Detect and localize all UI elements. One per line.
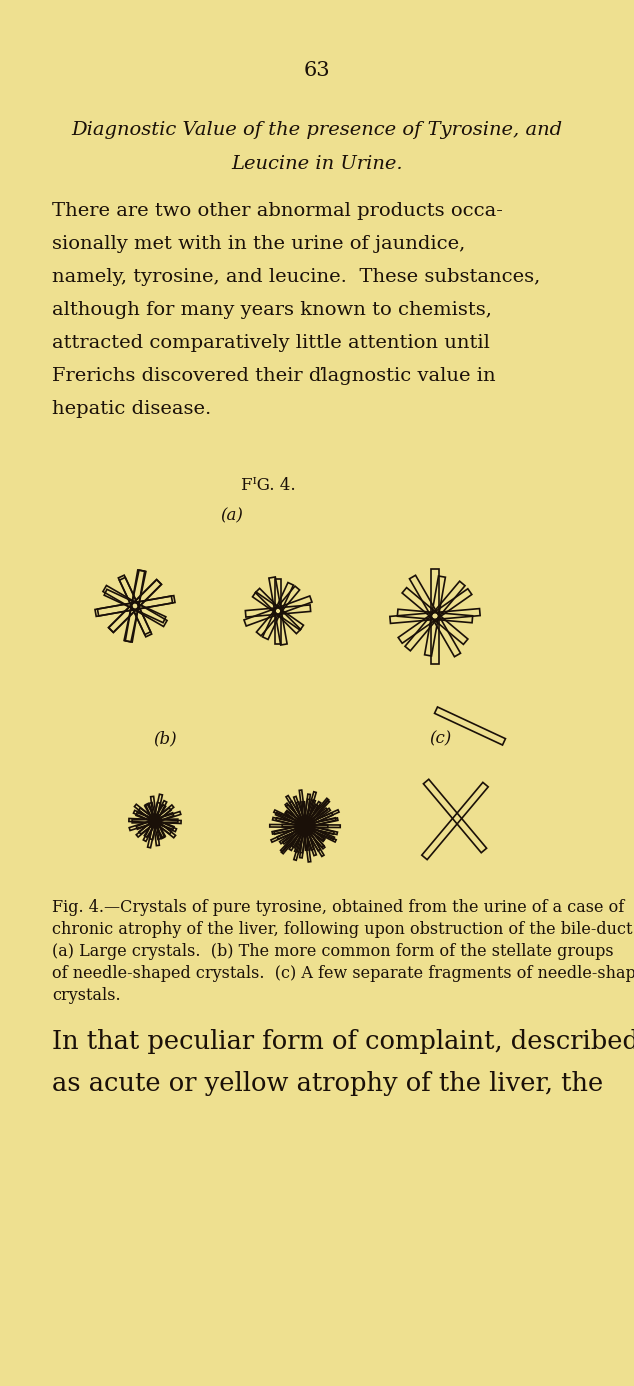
Text: chronic atrophy of the liver, following upon obstruction of the bile-duct.: chronic atrophy of the liver, following … (52, 922, 634, 938)
Text: Fig. 4.—Crystals of pure tyrosine, obtained from the urine of a case of: Fig. 4.—Crystals of pure tyrosine, obtai… (52, 900, 624, 916)
Text: (a) Large crystals.  (b) The more common form of the stellate groups: (a) Large crystals. (b) The more common … (52, 944, 614, 960)
Text: sionally met with in the urine of jaundice,: sionally met with in the urine of jaundi… (52, 236, 465, 254)
Text: Frerichs discovered their ďlagnostic value in: Frerichs discovered their ďlagnostic val… (52, 367, 496, 385)
Text: (c): (c) (429, 730, 451, 747)
Text: as acute or yellow atrophy of the liver, the: as acute or yellow atrophy of the liver,… (52, 1070, 603, 1095)
Text: 63: 63 (304, 61, 330, 79)
Text: namely, tyrosine, and leucine.  These substances,: namely, tyrosine, and leucine. These sub… (52, 267, 540, 286)
Text: (b): (b) (153, 730, 177, 747)
Text: crystals.: crystals. (52, 987, 120, 1005)
Text: attracted comparatively little attention until: attracted comparatively little attention… (52, 334, 490, 352)
Text: hepatic disease.: hepatic disease. (52, 401, 211, 419)
Text: Diagnostic Value of the presence of Tyrosine, and: Diagnostic Value of the presence of Tyro… (72, 121, 562, 139)
Text: (a): (a) (221, 507, 243, 524)
Text: FᴵG. 4.: FᴵG. 4. (241, 478, 295, 495)
Text: Leucine in Urine.: Leucine in Urine. (231, 155, 403, 173)
Text: In that peculiar form of complaint, described: In that peculiar form of complaint, desc… (52, 1028, 634, 1053)
Text: although for many years known to chemists,: although for many years known to chemist… (52, 301, 492, 319)
Text: of needle-shaped crystals.  (c) A few separate fragments of needle-shaped: of needle-shaped crystals. (c) A few sep… (52, 966, 634, 983)
Text: There are two other abnormal products occa-: There are two other abnormal products oc… (52, 202, 503, 220)
